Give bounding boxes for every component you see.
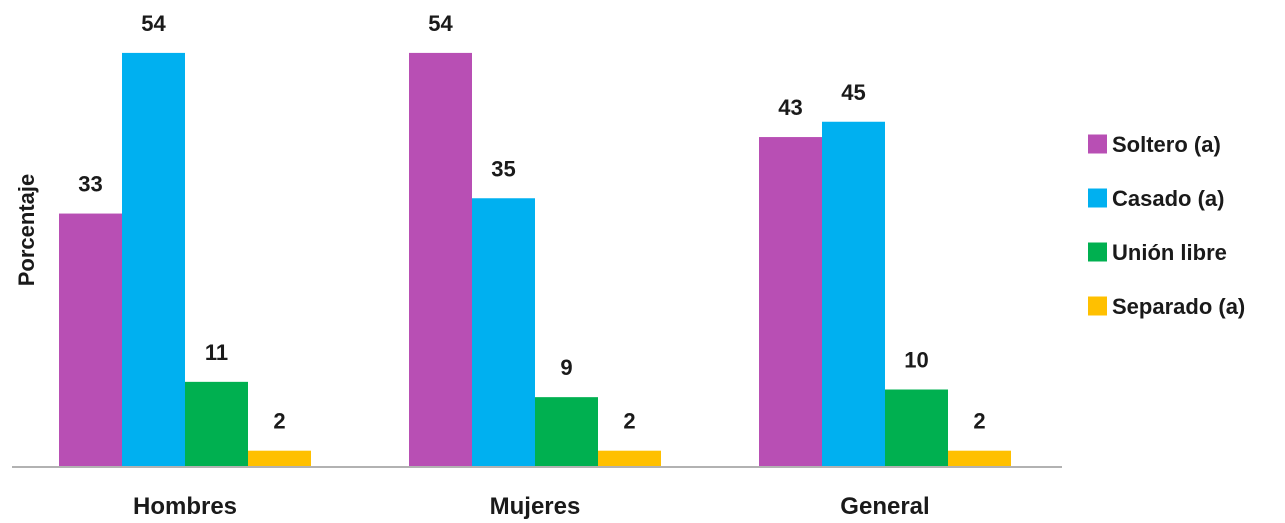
data-label-hombres-soltero-a: 33 [78,172,102,197]
data-label-mujeres-casado-a: 35 [491,156,515,181]
legend-label-separado-a: Separado (a) [1112,294,1245,319]
bar-hombres-union-libre [185,381,248,466]
bars-layer [59,52,1011,467]
category-label-hombres: Hombres [133,493,237,520]
legend: Soltero (a) Casado (a) Unión libre Separado… [1088,132,1245,319]
bar-mujeres-separado-a [598,450,661,466]
data-label-mujeres-separado-a: 2 [623,409,635,434]
legend-swatch-casado-a [1088,188,1107,208]
data-label-general-soltero-a: 43 [778,95,802,120]
data-label-hombres-separado-a: 2 [273,409,285,434]
data-label-hombres-casado-a: 54 [141,11,166,36]
y-axis-title: Porcentaje [14,174,39,287]
data-labels-layer: 33 54 11 2 54 35 9 2 43 45 10 2 [78,11,985,434]
data-label-mujeres-soltero-a: 54 [428,11,453,36]
bar-mujeres-casado-a [472,198,535,466]
legend-swatch-soltero-a [1088,134,1107,154]
data-label-general-separado-a: 2 [973,409,985,434]
bar-mujeres-soltero-a [409,52,472,467]
bar-hombres-separado-a [248,450,311,466]
legend-swatch-union-libre [1088,242,1107,262]
bar-mujeres-union-libre [535,397,598,466]
category-labels-layer: Hombres Mujeres General [133,493,930,520]
legend-label-soltero-a: Soltero (a) [1112,132,1221,157]
data-label-mujeres-union-libre: 9 [560,355,572,380]
data-label-general-casado-a: 45 [841,80,865,105]
category-label-mujeres: Mujeres [490,493,581,520]
legend-label-casado-a: Casado (a) [1112,186,1224,211]
data-label-hombres-union-libre: 11 [205,340,228,365]
bar-general-union-libre [885,389,948,466]
bar-general-casado-a [822,121,885,466]
data-label-general-union-libre: 10 [904,348,928,373]
bar-hombres-soltero-a [59,213,122,466]
legend-label-union-libre: Unión libre [1112,240,1227,265]
bar-general-separado-a [948,450,1011,466]
legend-swatch-separado-a [1088,296,1107,316]
bar-hombres-casado-a [122,52,185,467]
category-label-general: General [840,493,929,520]
bar-general-soltero-a [759,137,822,467]
